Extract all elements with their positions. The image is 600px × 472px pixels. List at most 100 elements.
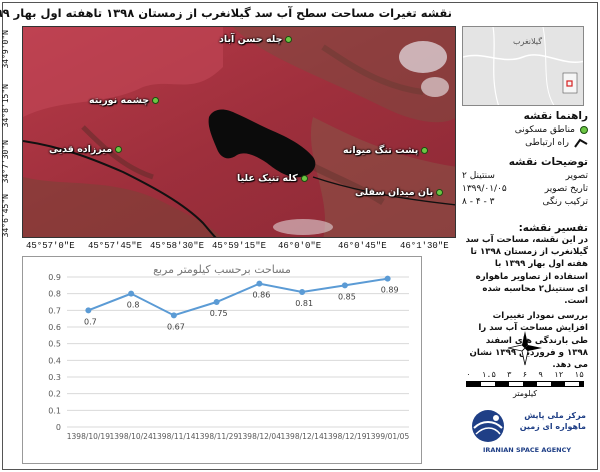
y-tick-label: 0 (56, 423, 61, 432)
study-area-marker (566, 80, 573, 87)
legend-title: راهنما نقشه (523, 110, 588, 122)
lon-label: 45°57'45"E (88, 241, 143, 251)
agency-logo: مرکز ملی پایش ماهواره ای زمین IRANIAN SP… (468, 404, 586, 460)
data-point (256, 280, 263, 287)
area-chart: مساحت برحسب کیلومتر مربع 0 0.1 0.2 0.3 0.4 0.… (22, 256, 422, 464)
place-marker: کله تنیک علیا (237, 173, 308, 184)
place-marker: چله حسن آباد (219, 34, 293, 45)
data-point (128, 290, 135, 297)
y-tick-label: 0.4 (48, 356, 61, 365)
lat-label: 34°7'30"N (1, 140, 10, 184)
scale-bar-graphic (466, 381, 584, 387)
place-marker: بان میدان سفلی (355, 187, 444, 198)
x-tick-label: 1399/01/05 (366, 432, 409, 441)
scale-tick: ۱۵ (574, 370, 584, 379)
data-label: 0.75 (210, 309, 228, 318)
globe-logo-icon (472, 410, 504, 442)
description-key: تصویر (565, 171, 588, 181)
series-line (88, 277, 388, 317)
place-label: چله حسن آباد (219, 34, 283, 45)
lon-label: 45°58'30"E (150, 241, 205, 251)
y-tick-label: 0.7 (48, 306, 61, 315)
description-panel: توضیحات نقشه تصویر سنتینل ۲ تاریخ تصویر … (462, 156, 588, 207)
description-value: سنتینل ۲ (462, 171, 495, 181)
y-tick-label: 0.9 (48, 273, 61, 282)
description-title: توضیحات نقشه (508, 156, 588, 168)
place-marker: چشمه نوریته (89, 95, 160, 106)
location-map-graphic (463, 27, 583, 105)
data-point (299, 289, 306, 295)
y-tick-label: 0.3 (48, 373, 61, 382)
scale-tick: ۳ (506, 370, 512, 379)
x-tick-label: 1398/12/19 (323, 432, 366, 441)
road-line (23, 140, 217, 237)
map-imagery (23, 27, 455, 237)
y-tick-label: 0.5 (48, 340, 61, 349)
place-marker: میرزاده قدیی (49, 144, 123, 155)
scale-tick: ۶ (522, 370, 528, 379)
place-marker: پشت تنگ میوانه (343, 145, 429, 156)
description-row: تاریخ تصویر ۱۳۹۹/۰۱/۰۵ (462, 184, 588, 194)
description-value: ۳ - ۴ - ۸ (462, 197, 495, 207)
interpretation-panel: تفسیر نقشه: در این نقشه، مساحت آب سد گیل… (462, 222, 588, 371)
data-label: 0.8 (127, 301, 140, 310)
lat-label: 34°6'45"N (1, 194, 10, 238)
settlement-icon (285, 36, 293, 43)
y-tick-label: 0.1 (48, 406, 61, 415)
data-label: 0.86 (252, 291, 270, 300)
x-tick-label: 1398/12/04 (238, 432, 281, 441)
description-row: ترکیب رنگی ۳ - ۴ - ۸ (462, 197, 588, 207)
settlement-icon (300, 175, 308, 182)
satellite-map: چله حسن آباد چشمه نوریته میرزاده قدیی پش… (22, 26, 456, 238)
data-label: 0.7 (84, 317, 97, 326)
description-value: ۱۳۹۹/۰۱/۰۵ (462, 184, 507, 194)
legend-item-road: راه ارتباطی (462, 138, 588, 148)
logo-line: ماهواره ای زمین (519, 422, 586, 432)
lon-label: 45°57'0"E (26, 241, 75, 251)
chart-title: مساحت برحسب کیلومتر مربع (153, 263, 291, 276)
place-label: پشت تنگ میوانه (343, 145, 419, 156)
road-icon (574, 138, 588, 148)
scale-tick: ۱۲ (553, 370, 564, 379)
description-key: ترکیب رنگی (542, 197, 589, 207)
place-label: میرزاده قدیی (49, 144, 113, 155)
lat-label: 34°8'15"N (1, 84, 10, 128)
lon-label: 46°0'0"E (278, 241, 322, 251)
settlement-icon (421, 147, 429, 154)
legend-item-settlement: مناطق مسکونی (462, 125, 588, 135)
interpretation-title: تفسیر نقشه: (518, 222, 588, 234)
x-tick-label: 1398/10/24 (110, 432, 153, 441)
map-title: نقشه تغیرات مساحت سطح آب سد گیلانغرب از … (0, 6, 452, 20)
data-point (85, 307, 92, 314)
scale-bar: ۰ ۱.۵ ۳ ۶ ۹ ۱۲ ۱۵ کیلومتر (466, 370, 584, 398)
scale-tick: ۱.۵ (481, 370, 497, 379)
x-tick-label: 1398/10/19 (67, 432, 110, 441)
lon-label: 45°59'15"E (212, 241, 267, 251)
location-label: گیلانغرب (513, 37, 543, 46)
lat-label: 34°9'0"N (1, 30, 10, 69)
y-tick-label: 0.8 (48, 290, 61, 299)
settlement-icon (436, 189, 444, 196)
data-label: 0.67 (167, 322, 185, 331)
data-label: 0.81 (295, 299, 313, 308)
road-line (312, 176, 455, 206)
lon-label: 46°0'45"E (338, 241, 387, 251)
place-label: بان میدان سفلی (355, 187, 434, 198)
data-point (384, 275, 391, 282)
data-point (341, 282, 348, 289)
scale-ticks: ۰ ۱.۵ ۳ ۶ ۹ ۱۲ ۱۵ (466, 370, 584, 379)
legend-label: راه ارتباطی (525, 138, 569, 148)
x-tick-label: 1398/12/14 (281, 432, 324, 441)
interpretation-text: بررسی نمودار تغییرات افزایش مساحت آب سد … (469, 311, 588, 371)
description-key: تاریخ تصویر (544, 184, 588, 194)
settlement-icon (580, 126, 588, 134)
data-point (213, 299, 220, 305)
logo-subtitle: IRANIAN SPACE AGENCY (482, 446, 572, 454)
legend-panel: راهنما نقشه مناطق مسکونی راه ارتباطی (462, 110, 588, 148)
scale-unit: کیلومتر (512, 389, 538, 398)
location-map: گیلانغرب (462, 26, 584, 106)
x-tick-label: 1398/11/14 (152, 432, 195, 441)
scale-tick: ۰ (466, 370, 471, 379)
